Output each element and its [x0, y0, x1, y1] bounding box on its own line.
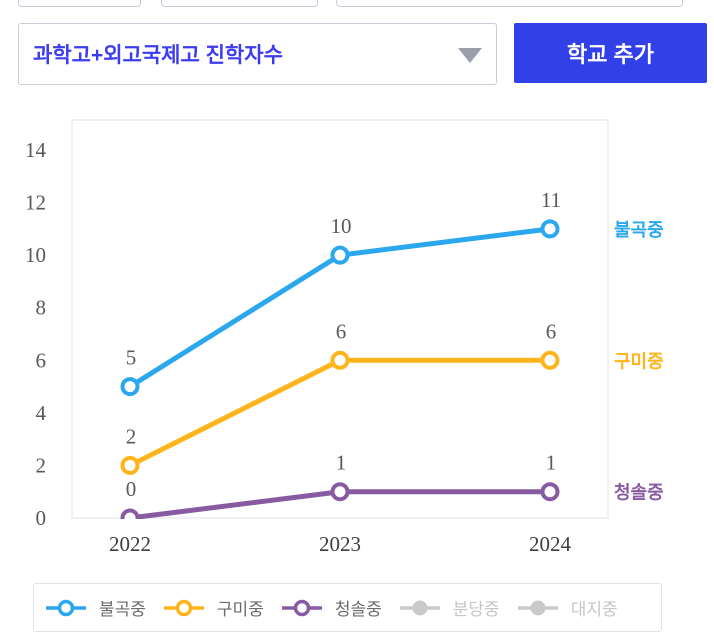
legend-marker-icon: [517, 600, 558, 615]
data-point-label: 6: [546, 319, 557, 343]
legend-marker-icon: [399, 600, 440, 615]
y-tick-label: 14: [25, 138, 47, 162]
chart-legend: 불곡중 구미중 청솔중 분당중 대지중: [33, 583, 662, 632]
data-point-marker: [330, 245, 350, 265]
y-tick-label: 6: [36, 348, 47, 372]
data-point-marker: [540, 350, 560, 370]
data-point-marker: [330, 482, 350, 502]
data-point-label: 1: [336, 451, 347, 475]
data-point-marker: [120, 455, 140, 475]
series-name-label: 불곡중: [614, 220, 664, 240]
legend-item-active[interactable]: 구미중: [163, 595, 264, 620]
metric-select-value: 과학고+외고국제고 진학자수: [33, 44, 283, 67]
series-name-label: 구미중: [614, 351, 664, 371]
data-point-label: 6: [336, 319, 347, 343]
series-name-label: 청솔중: [614, 483, 664, 503]
data-point-marker: [540, 482, 560, 502]
x-tick-label: 2022: [109, 532, 151, 556]
data-point-label: 5: [126, 346, 137, 370]
data-point-marker: [540, 219, 560, 239]
x-tick-label: 2024: [529, 532, 572, 556]
legend-label: 불곡중: [99, 600, 146, 619]
y-tick-label: 10: [25, 243, 46, 267]
legend-item-disabled[interactable]: 대지중: [517, 595, 618, 620]
legend-marker-icon: [281, 599, 322, 616]
data-point-label: 2: [126, 424, 137, 448]
legend-label: 분당중: [452, 600, 500, 619]
legend-item-disabled[interactable]: 분당중: [399, 595, 500, 620]
legend-marker-icon: [46, 599, 86, 616]
y-tick-label: 0: [36, 506, 47, 530]
y-tick-label: 8: [36, 296, 47, 320]
legend-label: 대지중: [570, 600, 618, 619]
series-line: [127, 357, 553, 468]
legend-item-active[interactable]: 불곡중: [46, 595, 146, 620]
legend-item-active[interactable]: 청솔중: [281, 595, 382, 620]
data-point-label: 0: [126, 477, 137, 501]
y-tick-label: 12: [25, 191, 46, 215]
top-input-3[interactable]: [336, 0, 683, 7]
chevron-down-icon: [458, 48, 482, 63]
data-point-marker: [120, 377, 140, 397]
data-point-label: 1: [546, 451, 557, 475]
data-point-label: 11: [541, 188, 561, 212]
legend-marker-icon: [163, 599, 204, 616]
legend-label: 청솔중: [334, 600, 382, 619]
y-tick-label: 2: [36, 453, 47, 477]
data-point-marker: [330, 350, 350, 370]
legend-label: 구미중: [216, 600, 264, 619]
data-point-label: 10: [331, 214, 352, 238]
data-point-marker: [120, 508, 140, 519]
add-school-button[interactable]: 학교 추가: [514, 23, 707, 83]
y-tick-label: 4: [36, 401, 47, 425]
metric-select[interactable]: 과학고+외고국제고 진학자수: [18, 23, 497, 85]
top-input-2[interactable]: [161, 0, 318, 7]
plot-area: [71, 119, 609, 519]
x-tick-label: 2023: [319, 532, 361, 556]
top-input-1[interactable]: [18, 0, 141, 7]
